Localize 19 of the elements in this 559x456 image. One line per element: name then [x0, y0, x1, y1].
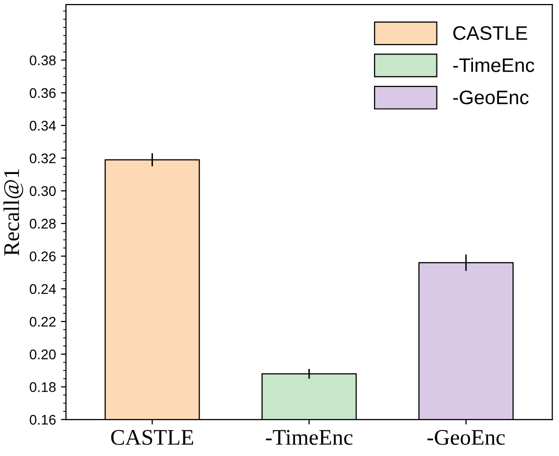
y-tick-label: 0.18: [30, 382, 56, 392]
y-tick-label: 0.38: [30, 55, 56, 66]
x-tick-label: -GeoEnc: [427, 430, 505, 445]
y-tick-label: 0.22: [30, 316, 56, 327]
y-axis-title: Recall@1: [4, 169, 24, 256]
legend-label: -GeoEnc: [453, 90, 529, 104]
y-tick-label: 0.26: [30, 251, 56, 262]
y-tick-label: 0.28: [30, 218, 56, 229]
legend-label: -TimeEnc: [453, 58, 534, 72]
x-tick-label: CASTLE: [111, 430, 194, 445]
y-tick-label: 0.30: [30, 186, 56, 196]
y-tick-label: 0.36: [30, 88, 56, 98]
x-tick-label: -TimeEnc: [266, 430, 352, 445]
y-tick-label: 0.32: [30, 153, 56, 164]
y-tick-label: 0.20: [30, 350, 56, 360]
y-tick-label: 0.24: [30, 284, 56, 294]
legend-label: CASTLE: [453, 26, 528, 40]
y-tick-label: 0.16: [30, 414, 56, 425]
y-tick-label: 0.34: [30, 120, 56, 131]
